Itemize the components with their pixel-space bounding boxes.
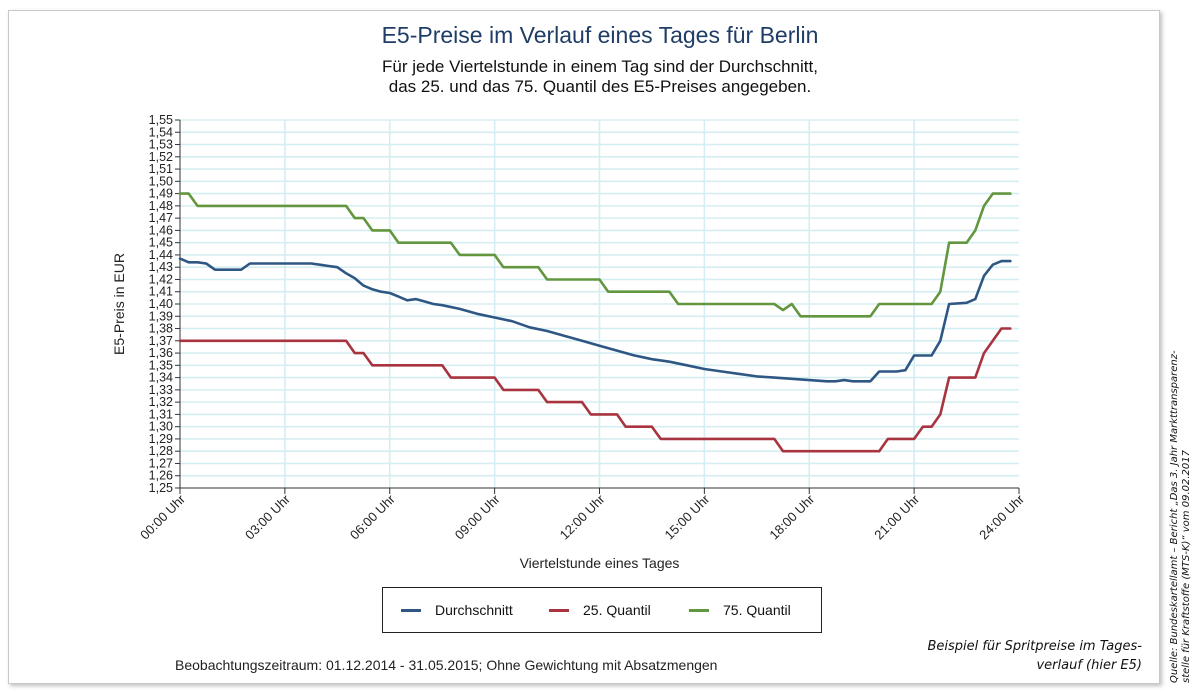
x-tick-label: 00:00 Uhr bbox=[137, 491, 188, 542]
legend-label-durchschnitt: Durchschnitt bbox=[435, 602, 513, 618]
y-tick-label: 1,30 bbox=[149, 420, 173, 434]
series-line-25-quantil bbox=[178, 327, 1012, 453]
y-tick-label: 1,37 bbox=[149, 334, 173, 348]
y-tick-label: 1,49 bbox=[149, 187, 173, 201]
y-tick-label: 1,43 bbox=[149, 260, 173, 274]
y-tick-label: 1,45 bbox=[149, 236, 173, 250]
chart-subtitle-line-1: Für jede Viertelstunde in einem Tag sind… bbox=[382, 57, 818, 76]
legend-label-75-quantil: 75. Quantil bbox=[723, 602, 791, 618]
y-tick-label: 1,26 bbox=[149, 469, 173, 483]
legend-swatch-25-quantil bbox=[549, 609, 569, 612]
y-tick-label: 1,54 bbox=[149, 125, 173, 139]
y-tick-label: 1,36 bbox=[149, 346, 173, 360]
y-tick-label: 1,35 bbox=[149, 358, 173, 372]
y-tick-label: 1,48 bbox=[149, 199, 173, 213]
legend-swatch-75-quantil bbox=[689, 609, 709, 612]
series-line-durchschnitt bbox=[178, 257, 1012, 383]
x-tick-label: 21:00 Uhr bbox=[871, 491, 922, 542]
y-tick-label: 1,46 bbox=[149, 223, 173, 237]
legend-label-25-quantil: 25. Quantil bbox=[583, 602, 651, 618]
y-tick-label: 1,34 bbox=[149, 371, 173, 385]
source-line-2: stelle für Kraftstoffe (MTS-K)“ vom 09.0… bbox=[1181, 450, 1192, 683]
y-tick-label: 1,50 bbox=[149, 174, 173, 188]
chart-title: E5-Preise im Verlauf eines Tages für Ber… bbox=[381, 22, 819, 48]
y-tick-label: 1,31 bbox=[149, 407, 173, 421]
legend-swatch-durchschnitt bbox=[401, 609, 421, 612]
y-tick-label: 1,51 bbox=[149, 162, 173, 176]
y-tick-label: 1,55 bbox=[149, 113, 173, 127]
y-tick-label: 1,28 bbox=[149, 444, 173, 458]
observation-period-note: Beobachtungszeitraum: 01.12.2014 - 31.05… bbox=[175, 657, 718, 673]
y-tick-label: 1,53 bbox=[149, 138, 173, 152]
y-tick-label: 1,42 bbox=[149, 272, 173, 286]
caption-line-1: Beispiel für Spritpreise im Tages- bbox=[927, 639, 1142, 654]
x-tick-label: 06:00 Uhr bbox=[347, 491, 398, 542]
y-tick-label: 1,29 bbox=[149, 432, 173, 446]
x-tick-label: 24:00 Uhr bbox=[976, 491, 1027, 542]
y-tick-label: 1,38 bbox=[149, 322, 173, 336]
x-tick-label: 15:00 Uhr bbox=[662, 491, 713, 542]
y-tick-label: 1,47 bbox=[149, 211, 173, 225]
y-axis-label: E5-Preis in EUR bbox=[111, 253, 127, 355]
x-axis-label: Viertelstunde eines Tages bbox=[520, 555, 680, 571]
chart-subtitle-line-2: das 25. und das 75. Quantil des E5-Preis… bbox=[388, 77, 812, 96]
y-tick-label: 1,32 bbox=[149, 395, 173, 409]
y-tick-label: 1,40 bbox=[149, 297, 173, 311]
chart-legend: Durchschnitt 25. Quantil 75. Quantil bbox=[382, 587, 822, 633]
y-tick-label: 1,39 bbox=[149, 309, 173, 323]
x-tick-label: 12:00 Uhr bbox=[557, 491, 608, 542]
source-credit: Quelle: Bundeskartellamt – Bericht „Das … bbox=[1169, 313, 1193, 683]
y-tick-label: 1,33 bbox=[149, 383, 173, 397]
x-tick-label: 09:00 Uhr bbox=[452, 491, 503, 542]
figure-caption: Beispiel für Spritpreise im Tages- verla… bbox=[882, 637, 1142, 675]
y-tick-label: 1,52 bbox=[149, 150, 173, 164]
y-tick-label: 1,41 bbox=[149, 285, 173, 299]
x-tick-label: 03:00 Uhr bbox=[242, 491, 293, 542]
series-line-75-quantil bbox=[178, 192, 1012, 318]
y-tick-label: 1,25 bbox=[149, 481, 173, 495]
source-line-1: Quelle: Bundeskartellamt – Bericht „Das … bbox=[1169, 350, 1180, 683]
y-tick-label: 1,44 bbox=[149, 248, 173, 262]
y-tick-label: 1,27 bbox=[149, 456, 173, 470]
caption-line-2: verlauf (hier E5) bbox=[1036, 658, 1142, 673]
x-tick-label: 18:00 Uhr bbox=[766, 491, 817, 542]
